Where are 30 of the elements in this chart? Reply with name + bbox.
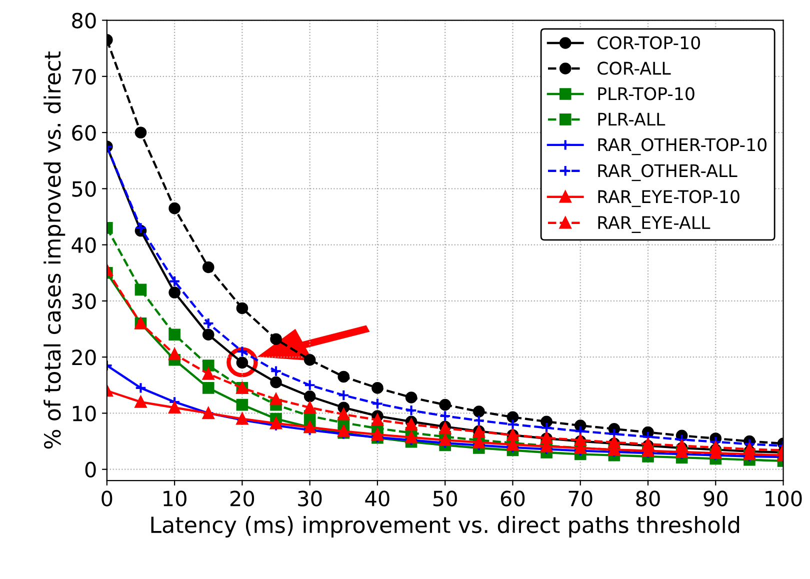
- legend-label: RAR_OTHER-TOP-10: [598, 138, 766, 156]
- legend-label: PLR-ALL: [598, 112, 666, 126]
- x-tick-label: 40: [365, 490, 390, 506]
- y-tick-label: 60: [72, 124, 96, 141]
- legend-label: PLR-TOP-10: [598, 87, 694, 100]
- legend-label: COR-ALL: [598, 62, 671, 75]
- x-tick-label: 30: [298, 490, 322, 506]
- x-tick-label: 90: [704, 490, 728, 506]
- legend-label: COR-TOP-10: [598, 36, 700, 50]
- x-tick-label: 10: [164, 490, 186, 506]
- y-tick-label: 70: [72, 68, 96, 85]
- y-tick-label: 80: [72, 12, 96, 28]
- x-tick-label: 50: [433, 490, 457, 506]
- x-tick-label: 80: [636, 490, 660, 506]
- y-tick-label: 40: [72, 237, 96, 254]
- x-tick-label: 70: [568, 490, 592, 506]
- legend-label: RAR_EYE-TOP-10: [598, 190, 740, 208]
- legend-label: RAR_EYE-ALL: [598, 216, 710, 234]
- x-tick-label: 0: [102, 490, 112, 506]
- y-tick-label: 30: [72, 293, 96, 310]
- x-tick-label: 100: [766, 490, 802, 506]
- y-axis-title: % of total cases improved vs. direct: [44, 52, 66, 449]
- x-axis-title: Latency (ms) improvement vs. direct paths threshold: [151, 516, 740, 538]
- x-tick-label: 60: [500, 490, 525, 506]
- x-tick-label: 20: [230, 490, 254, 506]
- y-tick-label: 20: [72, 350, 96, 366]
- y-tick-label: 10: [72, 406, 96, 422]
- y-tick-label: 50: [72, 181, 96, 197]
- legend-label: RAR_OTHER-ALL: [598, 164, 738, 182]
- y-tick-label: 0: [85, 462, 96, 478]
